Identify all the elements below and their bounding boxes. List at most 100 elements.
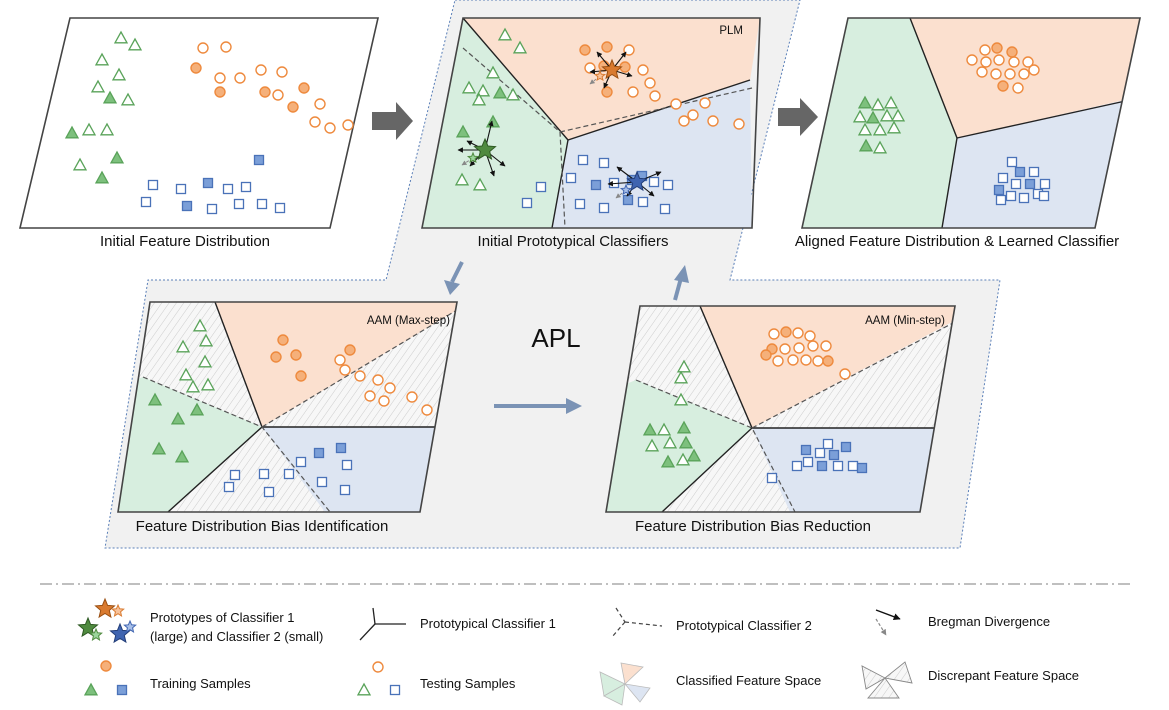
testing-sample-circle <box>678 115 690 127</box>
testing-sample-circle <box>976 66 988 78</box>
testing-sample-square <box>1039 178 1051 190</box>
training-sample-circle <box>601 86 613 98</box>
testing-sample-circle <box>644 77 656 89</box>
training-sample-square <box>840 441 852 453</box>
testing-sample-circle <box>372 661 384 673</box>
testing-sample-circle <box>354 370 366 382</box>
testing-sample-square <box>223 481 235 493</box>
testing-sample-circle <box>197 42 209 54</box>
testing-sample-square <box>222 183 234 195</box>
training-sample-triangle <box>678 435 694 449</box>
flow-arrow-right <box>494 398 582 414</box>
testing-sample-circle <box>1004 68 1016 80</box>
testing-sample-circle <box>220 41 232 53</box>
training-sample-square <box>181 200 193 212</box>
testing-sample-triangle <box>72 157 88 171</box>
legend-prototypes-label-line1: Prototypes of Classifier 1 <box>150 610 295 625</box>
prototype-star <box>626 170 648 192</box>
testing-sample-square <box>1038 190 1050 202</box>
testing-sample-circle <box>272 89 284 101</box>
testing-sample-square <box>1028 166 1040 178</box>
training-sample-circle <box>290 349 302 361</box>
testing-sample-triangle <box>512 40 528 54</box>
testing-sample-triangle <box>879 108 895 122</box>
testing-sample-circle <box>276 66 288 78</box>
testing-sample-square <box>598 157 610 169</box>
legend-classifier1-label: Prototypical Classifier 1 <box>420 616 556 631</box>
testing-sample-circle <box>364 390 376 402</box>
testing-sample-triangle <box>872 122 888 136</box>
training-sample-triangle <box>94 170 110 184</box>
prototype-star <box>111 603 125 617</box>
training-sample-square <box>1014 166 1026 178</box>
testing-sample-triangle <box>676 359 692 373</box>
training-sample-triangle <box>151 441 167 455</box>
training-sample-square <box>590 179 602 191</box>
panel-aligned-feature-distribution: Aligned Feature Distribution & Learned C… <box>795 17 1141 250</box>
training-sample-triangle <box>642 422 658 436</box>
training-sample-circle <box>277 334 289 346</box>
training-sample-square <box>313 447 325 459</box>
testing-sample-triangle <box>662 435 678 449</box>
testing-sample-circle <box>324 122 336 134</box>
training-sample-square <box>253 154 265 166</box>
testing-sample-triangle <box>94 52 110 66</box>
legend-classifier1-icon <box>359 607 406 641</box>
training-sample-square <box>202 177 214 189</box>
testing-sample-square <box>263 486 275 498</box>
testing-sample-triangle <box>200 377 216 391</box>
training-sample-triangle <box>102 90 118 104</box>
testing-sample-triangle <box>178 367 194 381</box>
testing-sample-circle <box>792 327 804 339</box>
legend-bregman-icon <box>875 609 901 636</box>
training-sample-circle <box>270 351 282 363</box>
panel-initial-feature-distribution: Initial Feature Distribution <box>18 17 380 250</box>
training-sample-circle <box>780 326 792 338</box>
training-sample-triangle <box>83 682 99 696</box>
testing-sample-square <box>997 172 1009 184</box>
testing-sample-circle <box>687 109 699 121</box>
testing-sample-square <box>1006 156 1018 168</box>
flow-arrow-up <box>673 265 689 301</box>
prototype-star <box>593 69 607 82</box>
training-sample-triangle <box>865 110 881 124</box>
testing-sample-triangle <box>883 95 899 109</box>
training-sample-triangle <box>189 402 205 416</box>
training-sample-square <box>828 449 840 461</box>
testing-sample-square <box>814 447 826 459</box>
training-sample-square <box>856 462 868 474</box>
testing-sample-square <box>316 476 328 488</box>
caption-initial-prototypical-classifiers: Initial Prototypical Classifiers <box>478 233 669 250</box>
arrow-to-prototypical <box>372 102 413 140</box>
testing-sample-square <box>802 456 814 468</box>
testing-sample-square <box>847 460 859 472</box>
training-sample-triangle <box>64 125 80 139</box>
training-sample-circle <box>601 41 613 53</box>
testing-sample-circle <box>623 44 635 56</box>
training-sample-circle <box>344 344 356 356</box>
plm-label: PLM <box>719 25 743 37</box>
prototype-star <box>473 137 497 160</box>
testing-sample-circle <box>406 391 418 403</box>
testing-sample-square <box>233 198 245 210</box>
testing-sample-square <box>1010 178 1022 190</box>
training-sample-square <box>816 460 828 472</box>
testing-sample-triangle <box>356 682 372 696</box>
training-sample-circle <box>298 82 310 94</box>
testing-sample-square <box>240 181 252 193</box>
aam-max-step-label: AAM (Max-step) <box>367 315 450 327</box>
testing-sample-square <box>659 203 671 215</box>
testing-sample-circle <box>787 354 799 366</box>
training-sample-circle <box>579 44 591 56</box>
training-sample-circle <box>259 86 271 98</box>
prototype-star <box>77 616 99 638</box>
testing-sample-triangle <box>475 83 491 97</box>
testing-sample-square <box>339 484 351 496</box>
training-sample-triangle <box>170 411 186 425</box>
testing-sample-circle <box>378 395 390 407</box>
training-sample-triangle <box>492 85 508 99</box>
caption-initial-feature-distribution: Initial Feature Distribution <box>100 233 270 250</box>
testing-sample-circle <box>993 54 1005 66</box>
testing-sample-triangle <box>175 339 191 353</box>
prototype-star <box>94 597 116 619</box>
